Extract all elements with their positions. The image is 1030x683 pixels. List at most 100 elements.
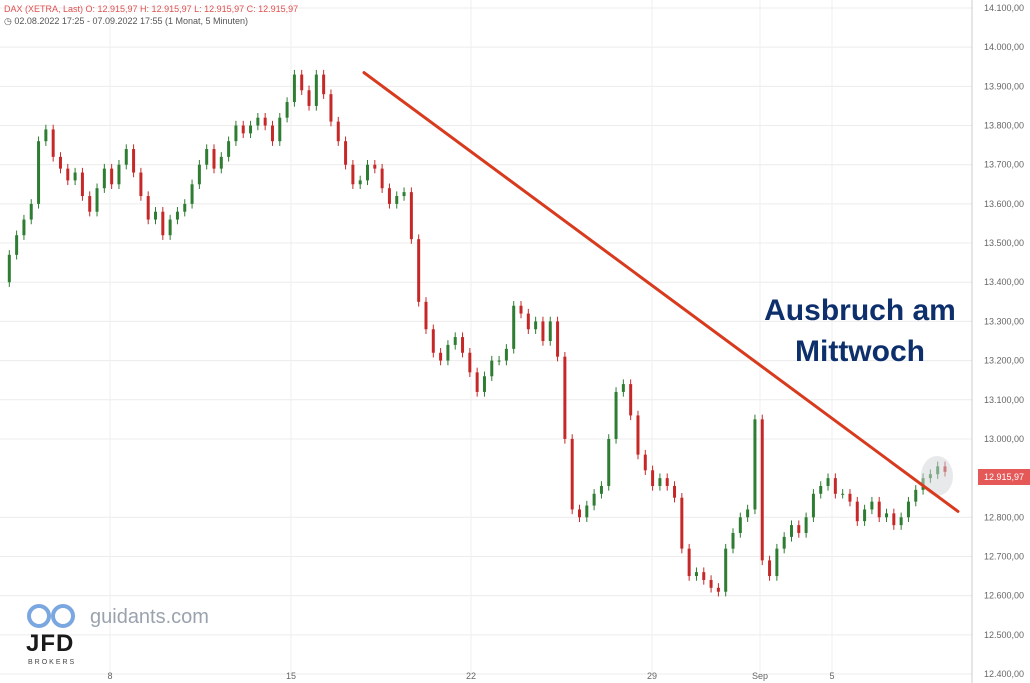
candle-body: [249, 125, 253, 134]
candle-body: [453, 337, 457, 345]
candle-body: [168, 219, 172, 236]
annotation-line-2: Mittwoch: [795, 335, 925, 368]
candle-body: [848, 493, 852, 502]
candle-body: [139, 172, 143, 197]
x-tick-label: Sep: [752, 671, 768, 681]
candle-body: [102, 168, 106, 189]
y-tick-label: 12.700,00: [984, 551, 1024, 561]
candle-body: [607, 438, 611, 486]
candle-body: [519, 305, 523, 314]
candle-body: [753, 419, 757, 510]
y-tick-label: 14.100,00: [984, 3, 1024, 13]
candle-body: [804, 517, 808, 533]
candle-body: [366, 164, 370, 181]
candle-body: [219, 156, 223, 169]
candle-body: [863, 509, 867, 522]
candle-body: [439, 352, 443, 361]
x-axis: 8 15 22 29 Sep 5: [107, 671, 834, 681]
watermark-site: guidants.com: [90, 606, 209, 628]
candle-body: [768, 560, 772, 577]
candle-body: [344, 141, 348, 165]
instrument-header: DAX (XETRA, Last) O: 12.915,97 H: 12.915…: [4, 4, 299, 14]
candle-body: [702, 572, 706, 580]
candle-body: [709, 579, 713, 588]
candle-body: [446, 344, 450, 361]
candle-body: [855, 501, 859, 522]
candle-body: [687, 548, 691, 577]
candle-body: [124, 149, 128, 165]
candle-body: [256, 117, 260, 126]
candle-body: [190, 184, 194, 204]
breakout-annotation: Ausbruch am Mittwoch: [740, 290, 980, 372]
candle-body: [680, 497, 684, 549]
candle-body: [51, 129, 55, 157]
candle-body: [278, 117, 282, 142]
candle-body: [760, 419, 764, 561]
candle-body: [161, 211, 165, 236]
candle-body: [292, 74, 296, 103]
candle-body: [402, 192, 406, 197]
candle-body: [906, 501, 910, 518]
candle-body: [841, 493, 845, 495]
candle-body: [117, 164, 121, 185]
candle-body: [482, 376, 486, 392]
candle-body: [870, 501, 874, 510]
candle-body: [658, 478, 662, 486]
candle-body: [731, 532, 735, 549]
candle-body: [716, 587, 720, 592]
candle-body: [556, 321, 560, 357]
candle-body: [636, 415, 640, 455]
candle-body: [585, 505, 589, 518]
clock-icon: ◷: [4, 16, 12, 26]
y-tick-label: 13.500,00: [984, 238, 1024, 248]
candle-body: [431, 329, 435, 353]
candle-body: [724, 548, 728, 592]
candle-body: [205, 149, 209, 165]
candle-body: [497, 360, 501, 362]
y-tick-label: 13.400,00: [984, 277, 1024, 287]
y-tick-label: 13.200,00: [984, 356, 1024, 366]
candle-body: [380, 168, 384, 189]
candle-body: [88, 196, 92, 212]
candle-body: [826, 478, 830, 486]
x-tick-label: 8: [107, 671, 112, 681]
candle-body: [424, 301, 428, 330]
candle-body: [914, 489, 918, 502]
candle-body: [746, 509, 750, 518]
candle-body: [263, 117, 267, 126]
candle-body: [899, 517, 903, 526]
candle-body: [694, 572, 698, 577]
annotation-line-1: Ausbruch am: [764, 294, 956, 327]
candle-body: [80, 172, 84, 197]
watermark-brand: JFD: [26, 630, 75, 657]
candle-body: [183, 203, 187, 212]
x-tick-label: 5: [829, 671, 834, 681]
y-tick-label: 13.900,00: [984, 81, 1024, 91]
y-tick-label: 13.000,00: [984, 434, 1024, 444]
breakout-highlight: [921, 456, 953, 496]
x-tick-label: 15: [286, 671, 296, 681]
candle-body: [892, 513, 896, 526]
candle-body: [314, 74, 318, 106]
candle-body: [592, 493, 596, 506]
candle-body: [797, 525, 801, 533]
candle-body: [490, 360, 494, 377]
candle-body: [270, 125, 274, 142]
price-candles: [7, 69, 947, 597]
candle-body: [58, 156, 62, 169]
candle-body: [395, 196, 399, 204]
candle-body: [775, 548, 779, 577]
candle-body: [789, 525, 793, 537]
candle-body: [44, 129, 48, 142]
x-tick-label: 22: [466, 671, 476, 681]
y-tick-label: 13.600,00: [984, 199, 1024, 209]
candle-body: [37, 141, 41, 204]
candle-body: [351, 164, 355, 185]
candle-body: [15, 235, 19, 255]
y-tick-label: 13.700,00: [984, 160, 1024, 170]
candle-body: [665, 478, 669, 486]
candle-body: [234, 125, 238, 142]
candle-body: [819, 485, 823, 494]
candle-body: [570, 438, 574, 510]
candle-body: [614, 391, 618, 439]
